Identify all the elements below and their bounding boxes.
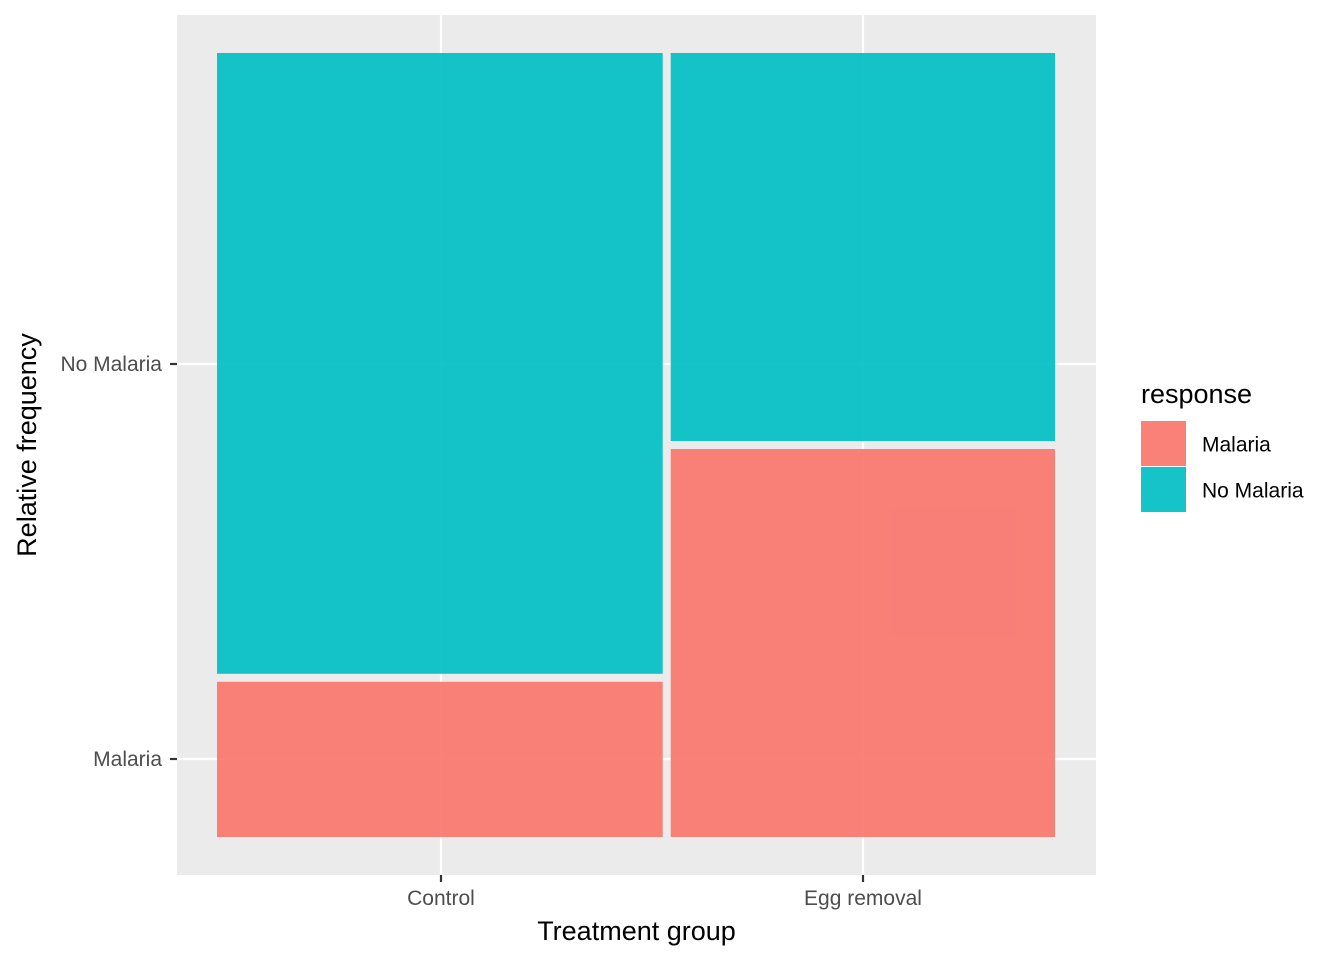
tile-control-malaria — [217, 681, 663, 837]
legend-label: Malaria — [1202, 434, 1271, 457]
tile-egg-removal-no-malaria — [670, 53, 1055, 441]
y-tick-label: No Malaria — [60, 353, 162, 376]
legend-title: response — [1141, 379, 1252, 409]
x-tick-label: Egg removal — [804, 887, 922, 910]
x-axis-title: Treatment group — [537, 916, 736, 946]
legend-key-malaria — [1141, 421, 1186, 466]
x-tick-label: Control — [407, 887, 475, 910]
y-axis-title: Relative frequency — [12, 333, 42, 557]
legend-key-no-malaria — [1141, 467, 1186, 512]
legend: response Malaria No Malaria — [1141, 379, 1304, 512]
axes: Control Egg removal Malaria No Malaria — [60, 353, 921, 910]
legend-label: No Malaria — [1202, 480, 1304, 503]
tile-egg-removal-malaria — [670, 449, 1055, 837]
tile-control-no-malaria — [217, 53, 663, 674]
mosaic-tiles — [217, 53, 1055, 837]
y-tick-label: Malaria — [93, 748, 162, 771]
